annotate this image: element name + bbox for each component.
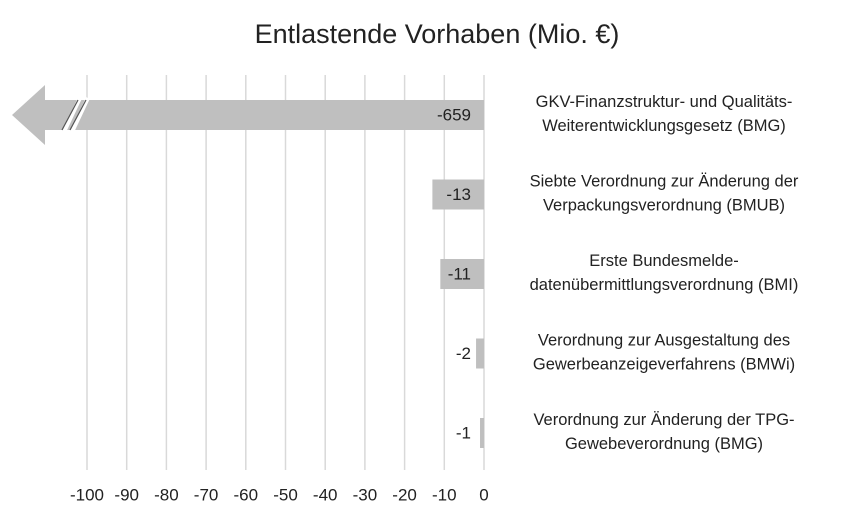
bar xyxy=(432,179,484,210)
x-tick-label: -40 xyxy=(313,485,338,504)
category-label: Erste Bundesmelde-datenübermittlungsvero… xyxy=(530,252,799,294)
value-label: -1 xyxy=(456,423,471,442)
category-label: Verordnung zur Änderung der TPG-Gewebeve… xyxy=(533,411,794,453)
axis-break xyxy=(61,99,79,131)
x-tick-label: -50 xyxy=(273,485,298,504)
bar xyxy=(480,418,484,448)
value-label: -659 xyxy=(437,105,471,124)
x-tick-label: -60 xyxy=(234,485,259,504)
bar xyxy=(476,338,484,369)
x-tick-label: -90 xyxy=(114,485,139,504)
x-tick-label: -80 xyxy=(154,485,179,504)
axis-break xyxy=(69,99,87,131)
x-tick-label: -100 xyxy=(70,485,104,504)
value-label: -2 xyxy=(456,344,471,363)
x-tick-label: -70 xyxy=(194,485,219,504)
x-tick-label: -20 xyxy=(392,485,417,504)
axis-break xyxy=(62,97,82,133)
category-label: Siebte Verordnung zur Änderung der Verpac… xyxy=(530,173,799,215)
value-label: -13 xyxy=(446,185,471,204)
chart-title: Entlastende Vorhaben (Mio. €) xyxy=(255,19,620,49)
category-label: Verordnung zur Ausgestaltung des Gewerbea… xyxy=(533,332,795,374)
x-tick-label: -10 xyxy=(432,485,457,504)
x-tick-label: 0 xyxy=(479,485,488,504)
x-tick-label: -30 xyxy=(353,485,378,504)
category-label: GKV-Finanzstruktur- und Qualitäts-Weiter… xyxy=(536,93,793,135)
bar xyxy=(12,85,484,145)
axis-break xyxy=(70,97,90,133)
bar xyxy=(440,259,484,289)
value-label: -11 xyxy=(448,264,471,283)
